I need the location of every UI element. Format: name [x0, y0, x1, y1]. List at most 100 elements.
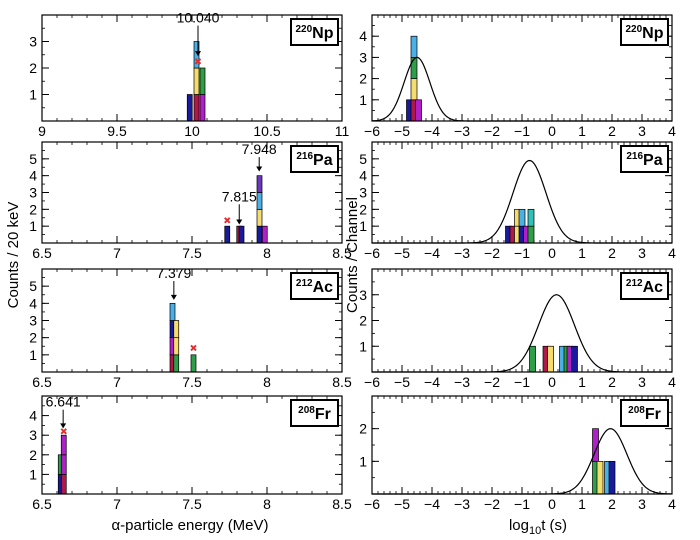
nuclide-label: 220Np — [295, 24, 333, 42]
y-tick-label: 4 — [29, 295, 37, 311]
y-tick-label: 4 — [359, 168, 367, 184]
nuclide-label: 216Pa — [296, 151, 332, 169]
x-tick-label: 0 — [548, 374, 556, 390]
marker-cross — [224, 217, 231, 224]
nuclide-symbol: Ac — [643, 279, 664, 296]
bar-segment — [256, 175, 263, 193]
x-tick-label: −1 — [514, 496, 530, 512]
right-x-axis-label-base: log — [509, 517, 529, 534]
bar-segment — [193, 94, 200, 122]
x-tick-label: 11 — [335, 123, 350, 139]
x-tick-label: 2 — [608, 374, 616, 390]
nuclide-mass: 208 — [628, 405, 645, 416]
plot-frame — [371, 268, 673, 373]
nuclide-label: 216Pa — [626, 151, 662, 169]
nuclide-label-box — [620, 145, 669, 173]
nuclide-label-box — [290, 272, 339, 300]
x-tick-label: 8 — [263, 245, 271, 261]
x-tick-label: 8.5 — [332, 374, 352, 390]
panel-time-ac: −6 −5 −4 −3 −2 −1 0 1 2 3 4 1 2 3 212Ac — [359, 268, 676, 390]
nuclide-mass: 216 — [296, 151, 313, 162]
y-tick-label: 1 — [359, 218, 367, 234]
nuclide-label-box — [620, 272, 669, 300]
x-tick-label: 8.5 — [332, 496, 352, 512]
marker-cross — [194, 58, 202, 65]
nuclide-symbol: Pa — [313, 152, 333, 169]
x-tick-label: 6.5 — [32, 245, 52, 261]
bar-segment — [410, 57, 418, 79]
x-tick-label: −4 — [424, 123, 440, 139]
x-tick-label: 7.5 — [182, 496, 202, 512]
x-tick-label: −1 — [514, 123, 530, 139]
bar-segment — [596, 460, 604, 495]
bar-segment — [518, 208, 526, 227]
plot-frame — [371, 141, 673, 244]
nuclide-symbol: Np — [312, 25, 334, 42]
x-tick-label: 0 — [548, 496, 556, 512]
annotation-label: 6.641 — [46, 394, 81, 410]
x-tick-label: 8 — [263, 496, 271, 512]
x-tick-label: −3 — [454, 496, 470, 512]
y-tick-label: 3 — [359, 49, 367, 65]
y-tick-label: 2 — [29, 447, 37, 463]
x-tick-label: 9 — [38, 123, 46, 139]
x-tick-label: 1 — [578, 374, 586, 390]
nuclide-label: 208Fr — [628, 405, 661, 423]
y-tick-label: 1 — [29, 218, 37, 234]
x-tick-label: 10.5 — [253, 123, 280, 139]
bar-segment — [60, 434, 67, 456]
bar-segment — [261, 225, 268, 244]
nuclide-label: 212Ac — [296, 278, 333, 296]
nuclide-mass: 212 — [626, 278, 643, 289]
bar-segment — [256, 225, 263, 244]
x-tick-label: 7 — [113, 245, 121, 261]
x-tick-label: 4 — [668, 123, 676, 139]
bar-segment — [547, 345, 554, 373]
y-tick-label: 1 — [359, 92, 367, 108]
nuclide-label: 208Fr — [298, 405, 331, 423]
x-tick-label: 7 — [113, 374, 121, 390]
x-tick-label: 3 — [638, 374, 646, 390]
left-y-axis-label: Counts / 20 keV — [5, 202, 22, 309]
bar-segment — [186, 94, 193, 122]
x-tick-label: −4 — [424, 374, 440, 390]
nuclide-label: 212Ac — [626, 278, 663, 296]
y-tick-label: 2 — [359, 421, 367, 437]
bar-segment — [571, 345, 578, 373]
nuclide-label-box — [290, 18, 339, 46]
right-y-axis-label: Counts / Channel — [344, 197, 361, 313]
bar-segment — [256, 192, 263, 210]
bar-segment — [527, 225, 535, 244]
x-tick-label: 4 — [668, 374, 676, 390]
x-tick-label: 4 — [668, 496, 676, 512]
x-tick-label: −5 — [394, 123, 410, 139]
x-tick-label: −4 — [424, 245, 440, 261]
bar-segment — [190, 354, 197, 373]
bar-segment — [173, 337, 180, 356]
nuclide-symbol: Ac — [313, 279, 334, 296]
annotation-label: 7.948 — [242, 141, 277, 157]
x-tick-label: −6 — [364, 496, 380, 512]
y-tick-label: 4 — [359, 28, 367, 44]
x-tick-label: 7.5 — [182, 374, 202, 390]
y-tick-label: 5 — [359, 151, 367, 167]
bar-segment — [529, 345, 536, 373]
nuclide-mass: 220 — [625, 24, 642, 35]
y-tick-label: 2 — [359, 313, 367, 329]
bar-segment — [608, 460, 616, 495]
x-tick-label: 3 — [638, 496, 646, 512]
y-tick-label: 2 — [359, 201, 367, 217]
x-tick-label: −4 — [424, 496, 440, 512]
bar-segment — [224, 225, 231, 244]
fit-curve — [372, 294, 672, 373]
nuclide-symbol: Pa — [643, 152, 663, 169]
panel-time-fr: −6 −5 −4 −3 −2 −1 0 1 2 3 4 1 2 208Fr — [359, 395, 676, 512]
x-tick-label: 6.5 — [32, 374, 52, 390]
bar-segment — [173, 320, 180, 339]
y-tick-label: 2 — [29, 330, 37, 346]
x-tick-label: −1 — [514, 245, 530, 261]
